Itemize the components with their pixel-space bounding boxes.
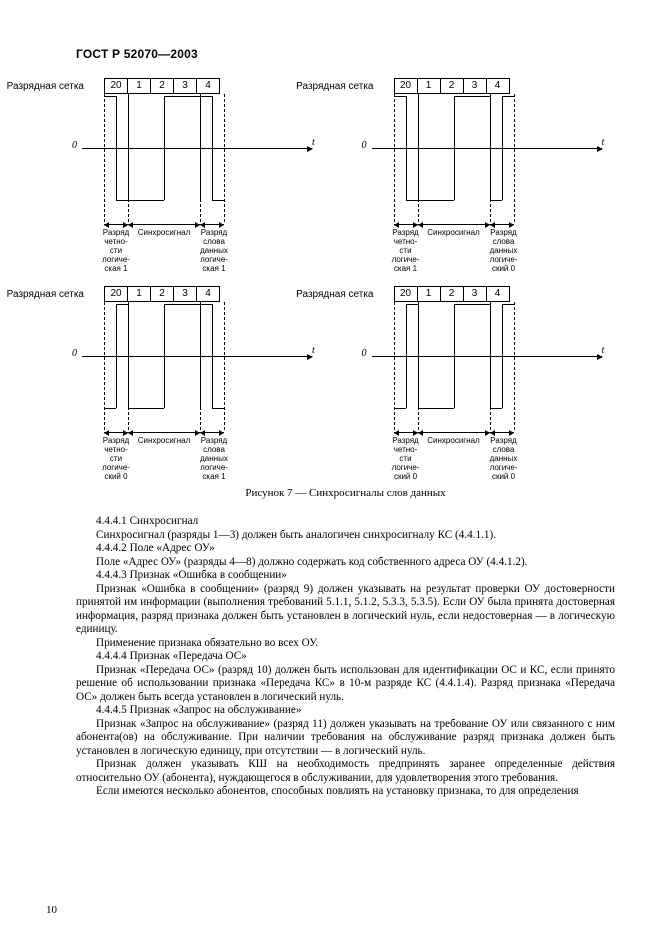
waveform-d: Разрядная сетка 20 1 2 3 4 0 t (366, 286, 616, 476)
axis-zero: 0 (72, 141, 77, 151)
page-number: 10 (46, 905, 57, 916)
para: Признак должен указывать КШ на необходим… (76, 758, 615, 785)
grid-label: Разрядная сетка (6, 82, 84, 92)
para: 4.4.4.1 Синхросигнал (76, 515, 615, 529)
figure-row: Разрядная сетка 20 1 2 3 4 0 t (76, 78, 615, 268)
body-text: 4.4.4.1 Синхросигнал Синхросигнал (разря… (76, 515, 615, 799)
cell-20: 20 (104, 78, 128, 94)
para: Признак «Запрос на обслуживание» (разряд… (76, 718, 615, 759)
page-root: ГОСТ Р 52070—2003 Разрядная сетка 20 1 2… (0, 0, 661, 936)
waveform-c: Разрядная сетка 20 1 2 3 4 0 t (76, 286, 326, 476)
para: 4.4.4.4 Признак «Передача ОС» (76, 650, 615, 664)
figure-caption: Рисунок 7 — Синхросигналы слов данных (76, 488, 615, 499)
cell-2: 2 (150, 78, 174, 94)
waveform-a: Разрядная сетка 20 1 2 3 4 0 t (76, 78, 326, 268)
cell-4: 4 (196, 78, 220, 94)
figure-block: Разрядная сетка 20 1 2 3 4 0 t (76, 78, 615, 476)
para: 4.4.4.2 Поле «Адрес ОУ» (76, 542, 615, 556)
cell-3: 3 (173, 78, 197, 94)
para: Признак «Передача ОС» (разряд 10) должен… (76, 664, 615, 705)
waveform-b: Разрядная сетка 20 1 2 3 4 0 t (366, 78, 616, 268)
para: Применение признака обязательно во всех … (76, 637, 615, 651)
bit-grid: 20 1 2 3 4 (394, 78, 510, 94)
figure-row: Разрядная сетка 20 1 2 3 4 0 t (76, 286, 615, 476)
grid-label: Разрядная сетка (296, 82, 374, 92)
bit-grid: 20 1 2 3 4 (104, 78, 220, 94)
axis-t-label: t (312, 138, 315, 148)
para: Поле «Адрес ОУ» (разряды 4—8) должно сод… (76, 556, 615, 570)
doc-code: ГОСТ Р 52070—2003 (76, 48, 615, 60)
para: Если имеются несколько абонентов, способ… (76, 785, 615, 799)
para: Синхросигнал (разряды 1—3) должен быть а… (76, 529, 615, 543)
para: Признак «Ошибка в сообщении» (разряд 9) … (76, 583, 615, 637)
cell-1: 1 (127, 78, 151, 94)
para: 4.4.4.5 Признак «Запрос на обслуживание» (76, 704, 615, 718)
para: 4.4.4.3 Признак «Ошибка в сообщении» (76, 569, 615, 583)
